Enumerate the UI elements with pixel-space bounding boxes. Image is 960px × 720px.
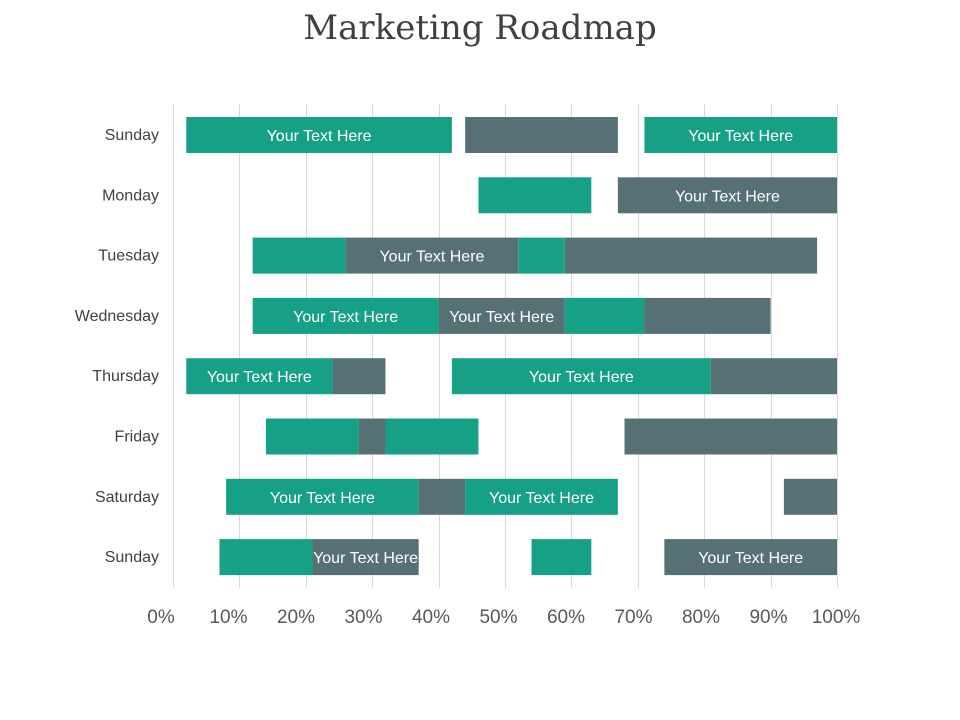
bar-segment: [219, 539, 313, 576]
bar-segment: [465, 117, 618, 153]
bar-segment: [358, 418, 386, 455]
bar-segment: [644, 117, 837, 153]
bar-segment: [438, 297, 565, 334]
bar-label: Your Text Here: [449, 309, 554, 326]
x-tick-label: 40%: [412, 607, 450, 628]
x-tick-label: 60%: [547, 607, 585, 628]
bar-label: Your Text Here: [379, 249, 484, 266]
bar-label: Your Text Here: [207, 369, 312, 386]
bar-segment: [564, 297, 645, 334]
bar-segment: [710, 358, 837, 395]
bar-label: Your Text Here: [267, 128, 372, 145]
chart-title: Marketing Roadmap: [303, 8, 657, 48]
bar-label: Your Text Here: [293, 309, 398, 326]
bar-label: Your Text Here: [675, 188, 780, 205]
bar-segment: [783, 478, 837, 515]
bar-label: Your Text Here: [688, 128, 793, 145]
category-label: Tuesday: [98, 248, 159, 265]
category-label: Wednesday: [75, 308, 159, 325]
bar-segment: [332, 358, 386, 395]
gridlines: [173, 104, 838, 588]
bar-label: Your Text Here: [270, 490, 375, 507]
bar-segment: [564, 237, 818, 274]
category-labels: Sunday Monday Tuesday Wednesday Thursday Frid…: [75, 127, 159, 566]
bar-segment: [312, 539, 419, 576]
bar-segment: [451, 358, 711, 395]
bar-segment: [644, 297, 771, 334]
bar-segment: [664, 539, 837, 576]
bar-segment: [465, 478, 618, 515]
x-tick-label: 70%: [614, 607, 652, 628]
category-label: Sunday: [105, 549, 159, 566]
x-tick-label: 90%: [749, 607, 787, 628]
bar-segment: [252, 297, 439, 334]
category-label: Sunday: [105, 127, 159, 144]
category-label: Thursday: [92, 368, 159, 385]
bar-segment: [252, 237, 346, 274]
bar-segment: [265, 418, 359, 455]
x-tick-label: 10%: [209, 607, 247, 628]
x-tick-label: 80%: [682, 607, 720, 628]
x-tick-label: 100%: [812, 607, 861, 628]
bars: Your Text Here Your Text Here Your Text He…: [186, 117, 837, 576]
bar-label: Your Text Here: [313, 550, 418, 567]
bar-segment: [518, 237, 565, 274]
bar-label: Your Text Here: [529, 369, 634, 386]
x-tick-label: 50%: [479, 607, 517, 628]
bar-label: Your Text Here: [698, 550, 803, 567]
bar-segment: [418, 478, 466, 515]
category-label: Monday: [102, 187, 159, 204]
x-tick-label: 0%: [147, 607, 175, 628]
x-tick-label: 20%: [277, 607, 315, 628]
bar-segment: [617, 177, 837, 214]
category-label: Saturday: [95, 489, 159, 506]
bar-segment: [186, 117, 452, 153]
x-tick-label: 30%: [344, 607, 382, 628]
x-tick-labels: 0% 10% 20% 30% 40% 50% 60% 70% 80% 90% 100%: [147, 607, 860, 628]
bar-segment: [478, 177, 592, 214]
category-label: Friday: [115, 429, 159, 446]
bar-segment: [345, 237, 519, 274]
bar-segment: [385, 418, 479, 455]
bar-segment: [226, 478, 419, 515]
bar-segment: [624, 418, 837, 455]
bar-segment: [186, 358, 333, 395]
bar-segment: [531, 539, 592, 576]
bar-label: Your Text Here: [489, 490, 594, 507]
